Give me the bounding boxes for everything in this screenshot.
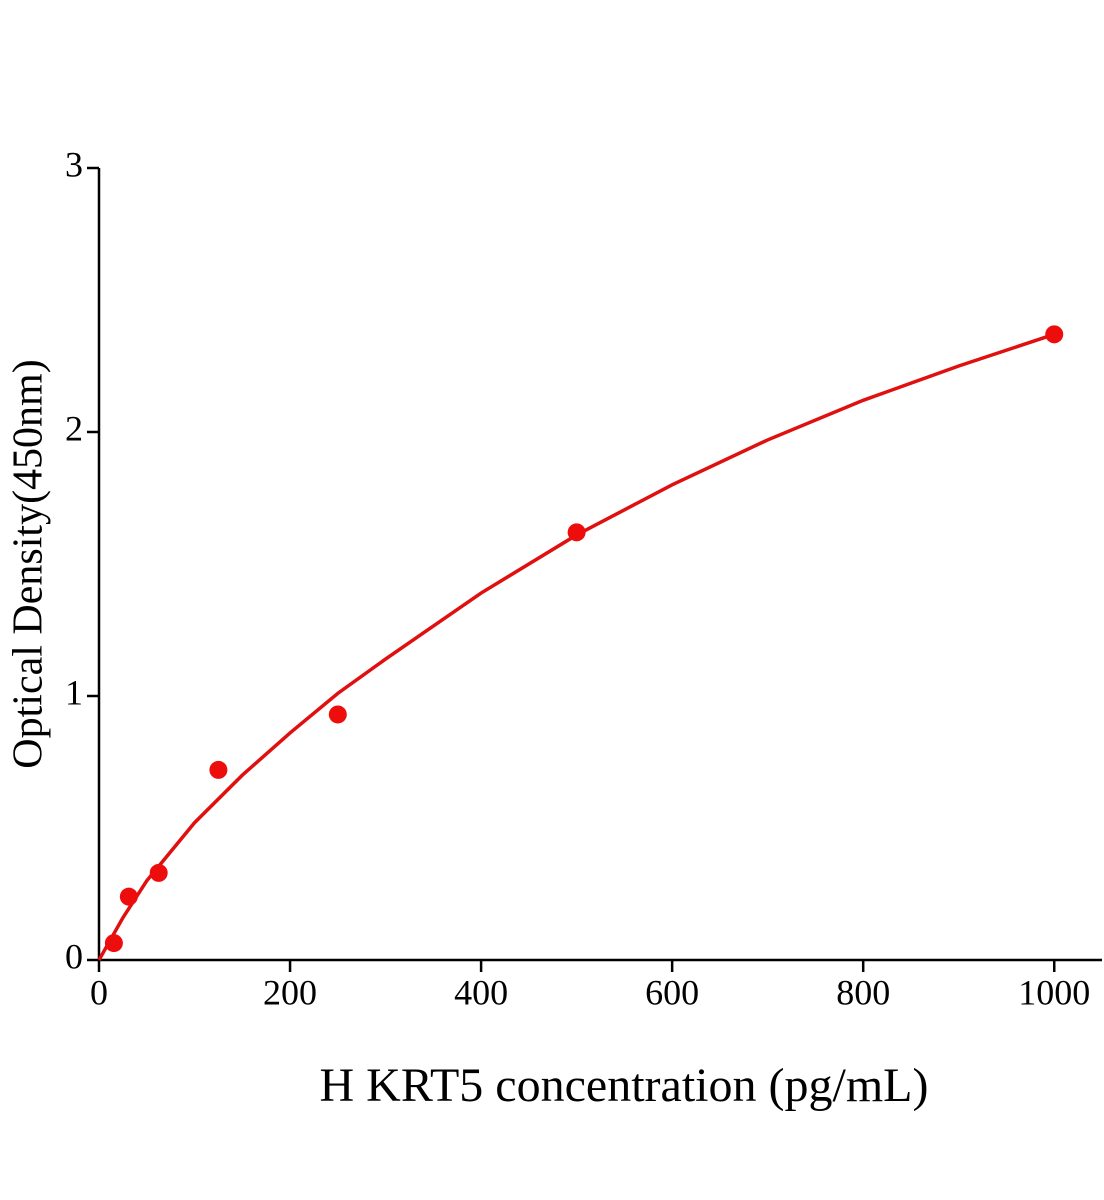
x-axis-title: H KRT5 concentration (pg/mL) (320, 1059, 929, 1112)
x-tick-label: 800 (836, 972, 890, 1012)
y-tick-label: 3 (65, 144, 83, 184)
y-tick-label: 2 (65, 408, 83, 448)
fit-curve (97, 332, 1055, 961)
y-tick-label: 1 (65, 672, 83, 712)
x-tick-label: 1000 (1018, 972, 1090, 1012)
y-tick-label: 0 (65, 936, 83, 976)
data-point (567, 523, 586, 542)
data-point (119, 887, 138, 906)
data-point (209, 760, 228, 779)
data-point (149, 863, 168, 882)
y-axis-title: Optical Density(450nm) (6, 359, 52, 768)
data-point (328, 705, 347, 724)
x-tick-label: 0 (90, 972, 108, 1012)
x-tick-label: 200 (263, 972, 317, 1012)
x-tick-label: 600 (645, 972, 699, 1012)
data-point (104, 934, 123, 953)
data-point (1045, 325, 1064, 344)
x-tick-label: 400 (454, 972, 508, 1012)
